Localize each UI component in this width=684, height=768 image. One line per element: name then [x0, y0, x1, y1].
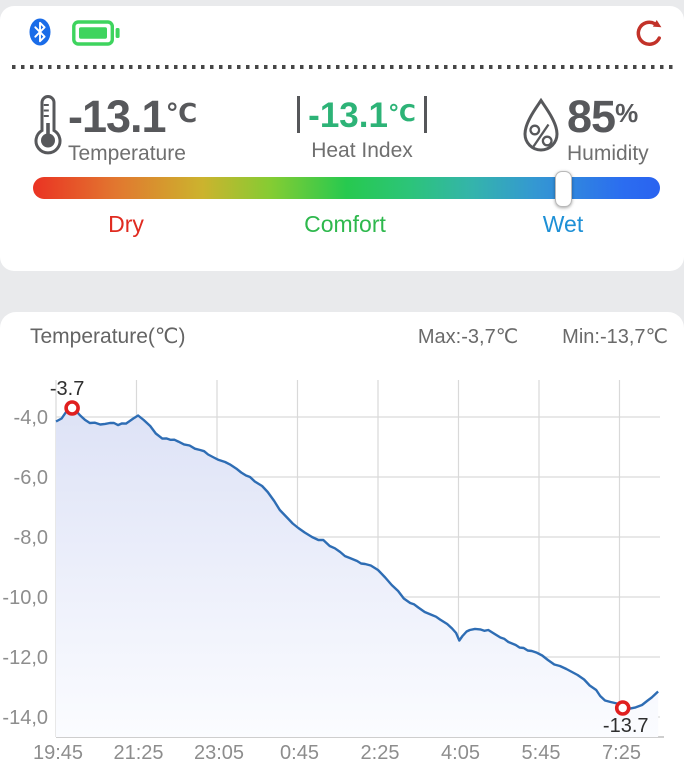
chart-max-value: Max:-3,7℃ — [417, 326, 519, 348]
temperature-unit: ℃ — [165, 98, 198, 128]
comfort-slider-thumb[interactable] — [555, 171, 573, 207]
heat-index-label: Heat Index — [311, 139, 413, 162]
readings-row: -13.1℃ Temperature -13.1℃ Heat Index — [0, 90, 684, 174]
temperature-reading: -13.1℃ Temperature — [32, 90, 197, 166]
humidity-value-group: 85% — [567, 90, 649, 140]
svg-text:-8,0: -8,0 — [14, 527, 48, 549]
svg-text:2:25: 2:25 — [361, 742, 400, 764]
dry-label: Dry — [108, 211, 144, 237]
temperature-value: -13.1 — [68, 91, 167, 142]
refresh-icon — [633, 20, 667, 53]
heat-index-left-bar — [297, 96, 301, 133]
svg-text:-14,0: -14,0 — [2, 707, 48, 729]
heat-index-value-group: -13.1℃ — [308, 94, 416, 135]
temperature-chart[interactable]: 19:45 21:25 23:05 0:45 2:25 4:05 5:45 7:25-4,0-… — [0, 312, 684, 768]
svg-text:-12,0: -12,0 — [2, 647, 48, 669]
dotted-divider — [12, 65, 674, 69]
wet-label: Wet — [542, 211, 584, 237]
humidity-unit: % — [615, 98, 639, 128]
svg-text:19:45: 19:45 — [33, 742, 83, 764]
svg-text:23:05: 23:05 — [194, 742, 244, 764]
svg-text:0:45: 0:45 — [280, 742, 319, 764]
readings-card: -13.1℃ Temperature -13.1℃ Heat Index — [0, 6, 684, 271]
svg-text:21:25: 21:25 — [113, 742, 163, 764]
chart-min-value: Min:-13,7℃ — [562, 326, 668, 348]
svg-text:7:25: 7:25 — [602, 742, 641, 764]
comfort-label: Comfort — [304, 211, 386, 237]
heat-index-reading: -13.1℃ Heat Index — [278, 94, 446, 163]
svg-text:5:45: 5:45 — [522, 742, 561, 764]
heat-index-value: -13.1 — [308, 96, 388, 135]
chart-title: Temperature(℃) — [30, 325, 186, 348]
battery-icon — [72, 20, 120, 46]
svg-text:-10,0: -10,0 — [2, 587, 48, 609]
svg-text:-6,0: -6,0 — [14, 467, 48, 489]
heat-index-right-bar — [423, 96, 427, 133]
humidity-reading: 85% Humidity — [519, 90, 649, 166]
humidity-label: Humidity — [567, 142, 649, 165]
chart-header: Temperature(℃) Max:-3,7℃ Min:-13,7℃ — [30, 324, 668, 349]
temperature-value-group: -13.1℃ — [68, 90, 197, 140]
humidity-droplet-icon — [519, 97, 563, 155]
temperature-label: Temperature — [68, 142, 186, 165]
humidity-value: 85 — [567, 91, 616, 142]
bluetooth-icon — [29, 18, 51, 46]
heat-index-unit: ℃ — [387, 100, 416, 126]
comfort-slider-track[interactable] — [33, 177, 660, 199]
svg-text:-13.7: -13.7 — [603, 715, 649, 737]
svg-text:-4,0: -4,0 — [14, 407, 48, 429]
svg-text:4:05: 4:05 — [441, 742, 480, 764]
chart-card: Temperature(℃) Max:-3,7℃ Min:-13,7℃ 19:4… — [0, 312, 684, 768]
thermometer-icon — [32, 93, 64, 155]
refresh-button[interactable] — [632, 16, 668, 52]
svg-text:-3.7: -3.7 — [50, 378, 84, 400]
